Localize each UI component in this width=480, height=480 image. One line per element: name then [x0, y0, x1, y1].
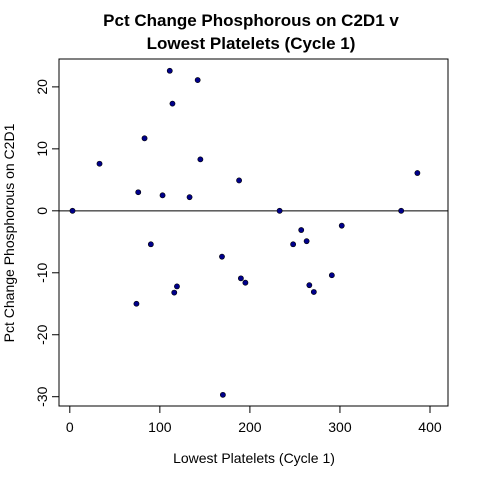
- y-tick-label: 0: [34, 207, 50, 215]
- y-tick-label: 10: [34, 141, 50, 157]
- y-axis: -30 -20 -10 0 10 20: [34, 79, 60, 407]
- y-axis-label: Pct Change Phosphorous on C2D1: [1, 123, 17, 342]
- data-point: [303, 238, 310, 245]
- data-points: [69, 67, 421, 398]
- y-tick-label: -10: [34, 262, 50, 282]
- x-axis-label: Lowest Platelets (Cycle 1): [173, 450, 335, 466]
- data-point: [186, 194, 193, 201]
- data-point: [306, 282, 313, 289]
- y-tick-label: 20: [34, 79, 50, 95]
- data-point: [290, 241, 297, 248]
- x-tick-label: 400: [418, 419, 442, 435]
- data-point: [194, 77, 201, 83]
- data-point: [141, 135, 148, 142]
- data-point: [310, 289, 317, 295]
- data-point: [96, 160, 103, 167]
- data-point: [219, 253, 225, 260]
- data-point: [338, 222, 345, 229]
- data-point: [298, 227, 305, 233]
- plot-area-box: [58, 58, 449, 407]
- data-point: [174, 283, 180, 290]
- y-tick-label: -20: [34, 324, 50, 344]
- x-tick-label: 0: [66, 419, 74, 435]
- data-point: [219, 391, 226, 398]
- data-point: [414, 170, 421, 176]
- data-point: [328, 272, 335, 279]
- data-point: [197, 156, 204, 163]
- x-tick-label: 200: [238, 419, 262, 435]
- data-point: [236, 177, 242, 184]
- data-point: [166, 67, 173, 74]
- x-tick-label: 300: [328, 419, 352, 435]
- data-point: [159, 192, 166, 199]
- data-point: [169, 100, 176, 107]
- data-point: [242, 279, 249, 286]
- chart-title-line1: Pct Change Phosphorous on C2D1 v: [103, 11, 399, 30]
- data-point: [237, 275, 244, 282]
- chart-title-line2: Lowest Platelets (Cycle 1): [147, 34, 356, 53]
- data-point: [135, 189, 142, 196]
- y-tick-label: -30: [34, 386, 50, 406]
- data-point: [171, 289, 178, 296]
- data-point: [398, 207, 405, 214]
- x-axis: 0 100 200 300 400: [66, 405, 442, 435]
- x-tick-label: 100: [148, 419, 172, 435]
- data-point: [276, 207, 283, 214]
- data-point: [147, 241, 154, 248]
- data-point: [133, 300, 140, 307]
- data-point: [69, 207, 76, 214]
